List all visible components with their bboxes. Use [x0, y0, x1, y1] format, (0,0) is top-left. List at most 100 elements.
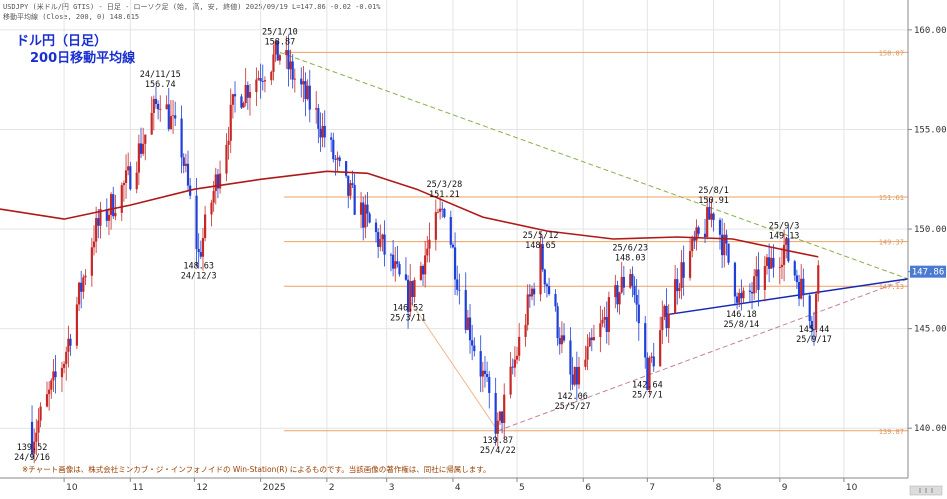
- candle-body: [590, 337, 593, 341]
- annotation-date-label: 24/11/15: [140, 70, 181, 80]
- trendline-swing: [407, 298, 499, 432]
- candle-body: [174, 115, 177, 119]
- annotation-date-label: 25/4/22: [480, 446, 516, 456]
- x-tick-label: 8: [716, 483, 722, 493]
- candle-body: [753, 276, 756, 294]
- candle-body: [780, 264, 784, 268]
- candle-body: [738, 292, 741, 303]
- candle-body: [137, 143, 140, 173]
- candle-body: [793, 261, 796, 276]
- candle-body: [740, 292, 743, 299]
- candle-body: [302, 81, 305, 85]
- candle-body: [481, 370, 484, 377]
- last-price-label: 147.86: [912, 268, 945, 278]
- candle-body: [359, 202, 363, 215]
- candle-body: [530, 288, 534, 297]
- candle-body: [204, 214, 207, 238]
- candle-body: [278, 55, 281, 61]
- candle-body: [616, 285, 619, 305]
- candle-body: [573, 367, 576, 385]
- candle-body: [426, 248, 429, 256]
- candle-body: [84, 275, 87, 278]
- candle-body: [528, 294, 531, 297]
- annotation-price-label: 148.03: [615, 253, 646, 263]
- candle-body: [336, 157, 339, 160]
- annotation-price-label: 146.18: [726, 310, 757, 320]
- candle-body: [802, 278, 805, 296]
- candle-body: [526, 294, 529, 325]
- x-tick-label: 7: [649, 483, 655, 493]
- candle-body: [201, 237, 205, 257]
- candle-body: [691, 238, 694, 252]
- candle-body: [159, 109, 162, 110]
- annotation-date-label: 25/5/12: [523, 231, 559, 241]
- candle-body: [259, 78, 262, 82]
- candle-body: [52, 371, 55, 381]
- candle-body: [229, 104, 232, 141]
- candle-body: [334, 159, 337, 160]
- candle-body: [392, 254, 395, 269]
- candle-body: [770, 257, 773, 269]
- candle-body: [323, 125, 326, 138]
- candle-body: [539, 243, 542, 295]
- candle-body: [511, 366, 514, 368]
- trendline-support: [497, 278, 909, 432]
- annotation-price-label: 156.74: [145, 80, 176, 90]
- candle-body: [80, 282, 83, 292]
- candle-body: [723, 234, 726, 256]
- x-tick-label: 10: [846, 483, 858, 493]
- candle-body: [48, 389, 51, 395]
- time-axis: 10 11 12 2025 2 3 4 5 6 7 8 9 10: [63, 478, 858, 493]
- candle-body: [366, 204, 369, 214]
- candle-body: [139, 143, 143, 154]
- candle-body: [338, 157, 341, 162]
- candle-body: [257, 78, 260, 80]
- candle-body: [248, 92, 252, 98]
- candle-body: [513, 359, 516, 368]
- candle-body: [233, 94, 237, 97]
- candle-body: [65, 351, 68, 364]
- candle-body: [644, 323, 647, 358]
- candle-body: [727, 243, 730, 263]
- y-tick-label: 155.00: [914, 125, 947, 135]
- x-tick-label: 4: [455, 483, 461, 493]
- candle-body: [558, 337, 561, 345]
- candle-body: [757, 269, 760, 290]
- candle-body: [473, 345, 476, 352]
- candle-body: [772, 257, 775, 268]
- x-tick-label: 12: [196, 483, 207, 493]
- candle-body: [633, 285, 636, 295]
- y-tick-label: 160.00: [914, 26, 947, 36]
- chart-header-line2: 移動平均線 (Close, 200, 0) 148.615: [3, 12, 139, 21]
- annotation-date-label: 25/9/3: [769, 221, 800, 231]
- candle-body: [575, 367, 578, 385]
- candle-body: [409, 281, 412, 312]
- candle-body: [635, 294, 638, 305]
- candle-body: [680, 262, 683, 288]
- candle-body: [129, 166, 132, 190]
- candle-body: [216, 174, 220, 189]
- chart-subtitle: 200日移動平均線: [30, 50, 136, 66]
- candle-body: [483, 370, 487, 375]
- candle-body: [212, 191, 215, 203]
- candle-body: [33, 441, 36, 454]
- candle-body: [272, 54, 275, 72]
- last-price-marker: 147.86: [910, 265, 946, 278]
- candle-body: [394, 261, 397, 269]
- candle-body: [291, 61, 294, 80]
- candle-body: [800, 278, 803, 299]
- candle-body: [54, 371, 57, 378]
- candle-body: [45, 394, 49, 407]
- candle-body: [703, 233, 707, 237]
- candle-body: [109, 194, 113, 215]
- candle-body: [112, 194, 115, 217]
- candle-body: [92, 241, 96, 248]
- candle-body: [592, 337, 596, 341]
- scroll-handle[interactable]: [909, 485, 943, 496]
- candle-body: [428, 239, 431, 249]
- candle-body: [67, 338, 70, 352]
- horizontal-levels: 158.87 151.61 149.37 147.13 139.87: [284, 49, 908, 436]
- x-tick-label: 2: [329, 483, 335, 493]
- y-tick-label: 145.00: [914, 325, 947, 335]
- candle-body: [667, 313, 670, 329]
